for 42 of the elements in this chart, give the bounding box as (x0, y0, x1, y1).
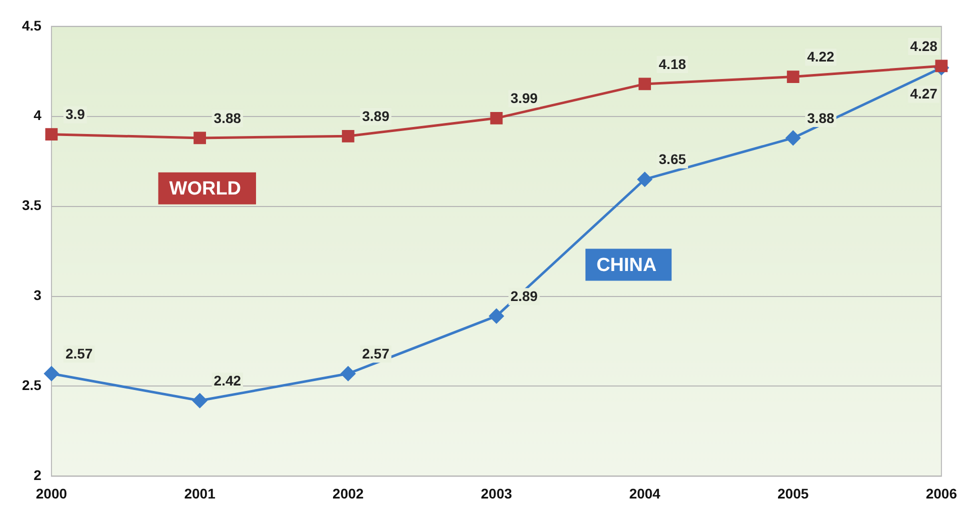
point (638, 172, 652, 187)
point (786, 130, 800, 146)
data-label: 4.22 (807, 48, 835, 65)
data-label: 3.88 (214, 110, 242, 126)
point (340, 366, 356, 381)
point (490, 112, 503, 124)
point (489, 308, 504, 324)
y-tick-label: 2 (34, 467, 42, 484)
point (786, 70, 800, 83)
x-tick-label: 2000 (36, 485, 68, 502)
y-tick-label: 2.5 (22, 377, 42, 394)
data-label: 3.9 (65, 106, 86, 122)
series-label: CHINA (596, 255, 657, 276)
point (935, 60, 948, 72)
y-tick-label: 3 (34, 287, 42, 304)
point (44, 366, 59, 381)
y-tick-label: 3.5 (22, 197, 42, 214)
x-tick-label: 2002 (332, 485, 364, 502)
data-label: 4.28 (910, 38, 938, 54)
data-label: 4.18 (658, 56, 686, 72)
data-label: 3.89 (362, 108, 390, 124)
x-tick-label: 2005 (778, 485, 809, 502)
y-tick-label: 4.5 (22, 17, 42, 34)
y-tick-label: 4 (34, 107, 42, 124)
data-label: 3.99 (510, 90, 538, 106)
text: WORLD (169, 178, 242, 200)
data-label: 2.42 (214, 372, 242, 388)
point (638, 78, 651, 90)
data-label: 3.65 (658, 151, 686, 168)
point (192, 393, 208, 408)
x-tick-label: 2004 (629, 485, 661, 502)
data-label: 2.57 (65, 346, 93, 362)
x-tick-label: 2001 (184, 485, 216, 502)
point (45, 128, 58, 141)
point (342, 130, 354, 142)
x-tick-label: 2006 (926, 485, 958, 502)
data-label: 2.57 (362, 346, 390, 362)
point (194, 132, 206, 144)
x-tick-label: 2003 (480, 485, 512, 502)
data-label: 2.89 (510, 288, 538, 304)
data-label: 3.88 (807, 110, 835, 126)
data-label: 4.27 (910, 86, 938, 102)
